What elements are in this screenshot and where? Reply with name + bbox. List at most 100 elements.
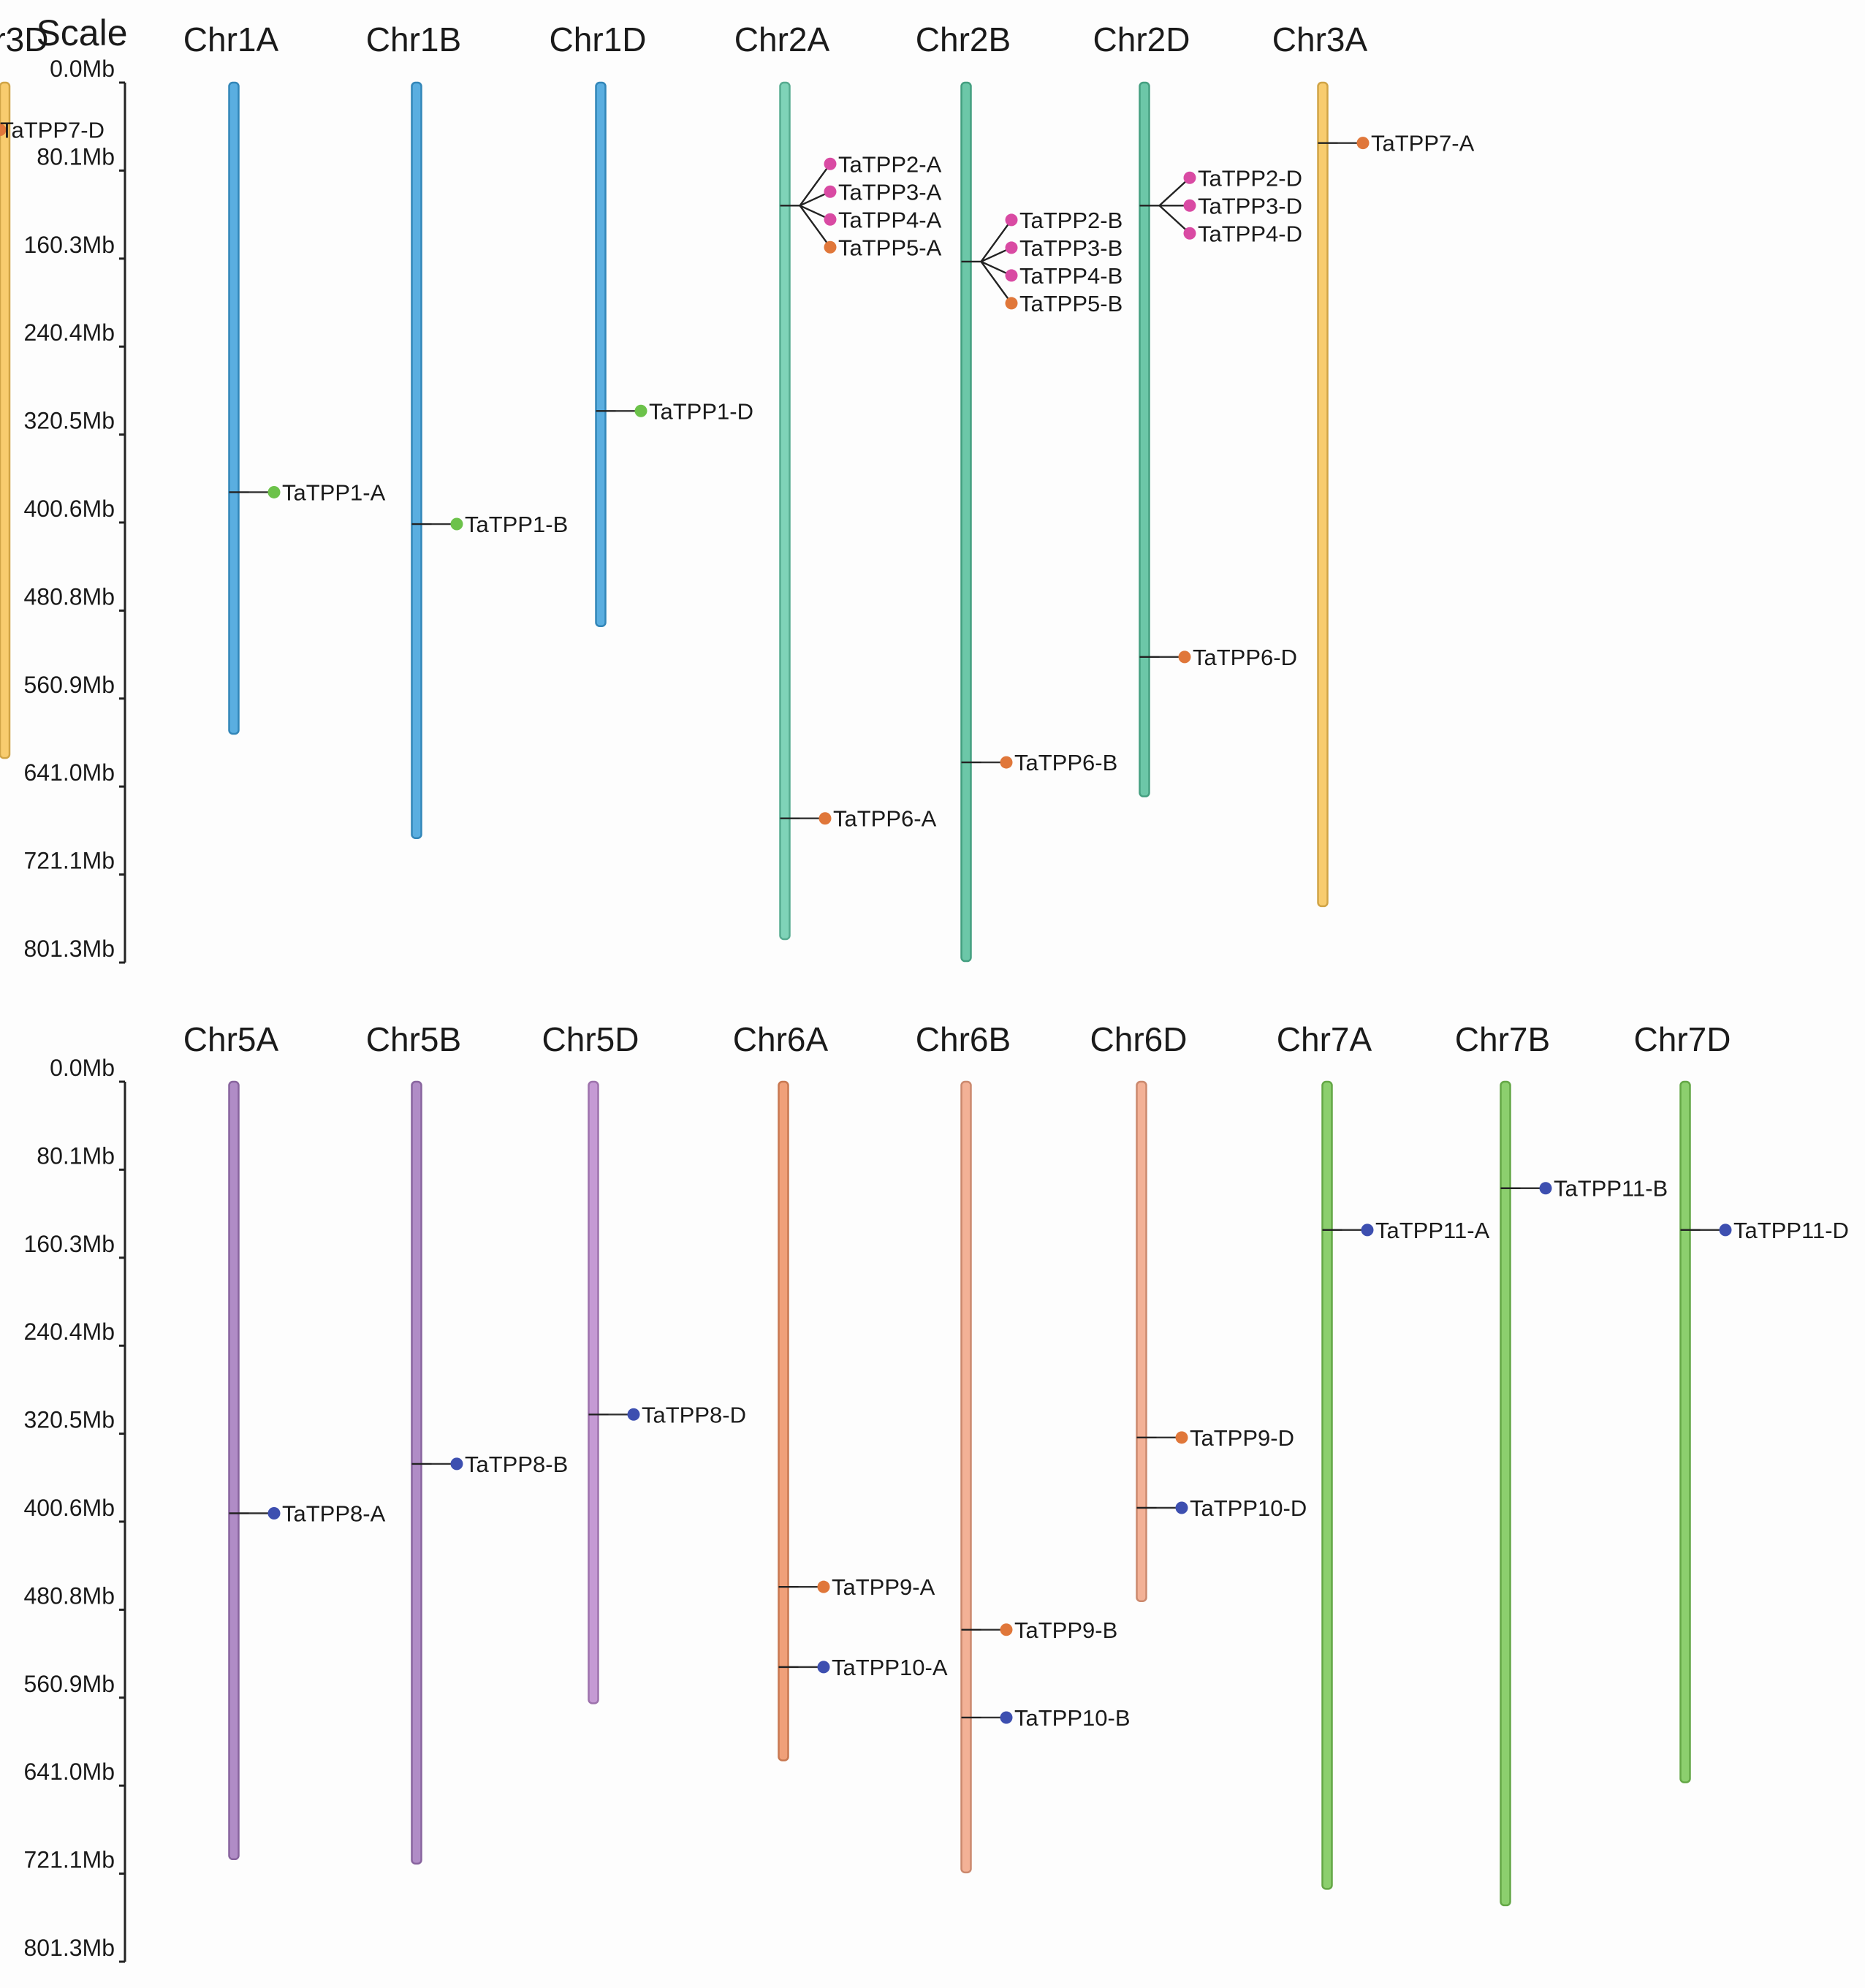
chromosome-chr1d: Chr1D TaTPP1-D	[550, 20, 753, 628]
gene-label: TaTPP11-D	[1733, 1218, 1849, 1243]
gene-marker-dot	[1183, 171, 1196, 184]
scale-tick-label: 560.9Mb	[23, 1671, 115, 1697]
chromosome-bar	[1679, 1080, 1691, 1783]
chromosome-chr6a: Chr6A TaTPP9-A TaTPP10-A	[733, 1020, 948, 1761]
gene-marker-dot	[1719, 1223, 1732, 1237]
gene-label: TaTPP2-D	[1198, 165, 1302, 191]
gene-label: TaTPP5-B	[1019, 291, 1123, 316]
gene-label: TaTPP10-D	[1190, 1495, 1307, 1521]
scale-tick-label: 641.0Mb	[23, 1759, 115, 1785]
gene-marker-dot	[1000, 756, 1013, 769]
gene-label: TaTPP11-B	[1554, 1176, 1668, 1202]
gene-label: TaTPP5-A	[838, 235, 942, 260]
gene-label: TaTPP4-D	[1198, 221, 1302, 246]
gene-marker-dot	[1005, 297, 1018, 310]
gene-marker-dot	[1005, 241, 1018, 254]
chromosome-chr3a: Chr3A TaTPP7-A	[1272, 20, 1475, 908]
chromosome-bar	[779, 81, 791, 941]
gene-marker-dot	[0, 124, 7, 137]
gene-label: TaTPP7-D	[0, 118, 105, 143]
scale-tick-label: 320.5Mb	[23, 408, 115, 434]
chromosome-chr5d: Chr5D TaTPP8-D	[542, 1020, 746, 1704]
gene-marker-dot	[267, 485, 281, 498]
gene-label: TaTPP1-D	[649, 398, 753, 424]
chromosome-bar	[960, 1080, 972, 1874]
scale-tick-label: 641.0Mb	[23, 759, 115, 786]
gene-marker-dot	[450, 1457, 463, 1471]
gene-leader-line	[980, 261, 1012, 304]
chromosome-title: Chr7D	[1634, 1020, 1731, 1058]
chromosome-bar	[1139, 81, 1150, 797]
gene-label: TaTPP10-B	[1014, 1705, 1131, 1731]
scale-tick-label: 240.4Mb	[23, 1319, 115, 1345]
panel-top: 0.0Mb 80.1Mb 160.3Mb 240.4Mb 320.5Mb 400.6Mb 4…	[0, 20, 1475, 964]
gene-label: TaTPP6-B	[1014, 750, 1117, 775]
chromosome-bar	[1500, 1080, 1511, 1907]
gene-marker-dot	[1539, 1182, 1552, 1195]
chromosome-bar	[411, 81, 422, 840]
gene-label: TaTPP9-D	[1190, 1425, 1294, 1451]
gene-label: TaTPP1-A	[282, 479, 386, 505]
chromosome-chr1b: Chr1B TaTPP1-B	[366, 20, 568, 840]
chromosome-title: Chr6B	[916, 1020, 1011, 1058]
scale-tick-label: 400.6Mb	[23, 496, 115, 522]
gene-label: TaTPP4-A	[838, 207, 942, 232]
chromosome-title: Chr6A	[733, 1020, 829, 1058]
gene-marker-dot	[1178, 650, 1191, 664]
gene-marker-dot	[824, 240, 837, 254]
chromosome-title: Chr1D	[550, 20, 647, 58]
chromosome-chr6d: Chr6D TaTPP9-D TaTPP10-D	[1090, 1020, 1307, 1602]
chromosome-title: Chr5D	[542, 1020, 639, 1058]
gene-label: TaTPP7-A	[1371, 131, 1475, 156]
gene-marker-dot	[1005, 213, 1018, 227]
gene-marker-dot	[634, 404, 647, 417]
chromosome-bar	[228, 1080, 240, 1861]
chromosome-bar	[595, 81, 607, 628]
gene-label: TaTPP2-B	[1019, 208, 1123, 233]
gene-label: TaTPP9-A	[832, 1574, 935, 1600]
gene-marker-dot	[817, 1661, 830, 1674]
chromosome-title: Chr6D	[1090, 1020, 1188, 1058]
scale-tick-label: 160.3Mb	[23, 232, 115, 258]
chromosome-bar	[1321, 1080, 1333, 1890]
chromosome-title: Chr1B	[366, 20, 461, 58]
gene-label: TaTPP1-B	[465, 512, 568, 537]
chromosome-title: Chr7B	[1455, 1020, 1550, 1058]
gene-leader-line	[799, 163, 831, 206]
gene-label: TaTPP8-A	[282, 1501, 386, 1527]
gene-label: TaTPP2-A	[838, 151, 942, 177]
gene-marker-dot	[817, 1580, 830, 1593]
chromosome-chr5b: Chr5B TaTPP8-B	[366, 1020, 568, 1865]
scale-tick-label: 0.0Mb	[50, 1055, 115, 1081]
gene-label: TaTPP6-A	[833, 806, 937, 832]
chromosome-title: Chr2B	[916, 20, 1011, 58]
gene-marker-dot	[1175, 1431, 1188, 1444]
chromosome-bar	[778, 1080, 789, 1761]
scale-tick-label: 160.3Mb	[23, 1231, 115, 1257]
scale-tick-label: 320.5Mb	[23, 1407, 115, 1433]
gene-marker-dot	[1183, 199, 1196, 212]
gene-label: TaTPP10-A	[832, 1655, 948, 1680]
gene-leader-line	[799, 205, 831, 248]
scale-tick-label: 400.6Mb	[23, 1495, 115, 1521]
chromosome-title: Chr7A	[1277, 1020, 1372, 1058]
gene-label: TaTPP3-A	[838, 179, 942, 205]
gene-marker-dot	[824, 185, 837, 198]
chromosome-title: Chr5A	[183, 1020, 279, 1058]
scale-tick-label: 480.8Mb	[23, 1582, 115, 1609]
gene-marker-dot	[1000, 1711, 1013, 1724]
chromosome-chr7a: Chr7A TaTPP11-A	[1277, 1020, 1490, 1890]
gene-marker-dot	[824, 157, 837, 170]
gene-marker-dot	[267, 1507, 281, 1520]
scale-tick-label: 240.4Mb	[23, 319, 115, 346]
scale-tick-label: 801.3Mb	[23, 936, 115, 962]
gene-marker-dot	[450, 517, 463, 531]
scale-tick-label: 0.0Mb	[50, 56, 115, 82]
gene-marker-dot	[1356, 137, 1370, 150]
chromosome-title: Chr5B	[366, 1020, 461, 1058]
scale-tick-label: 480.8Mb	[23, 583, 115, 610]
